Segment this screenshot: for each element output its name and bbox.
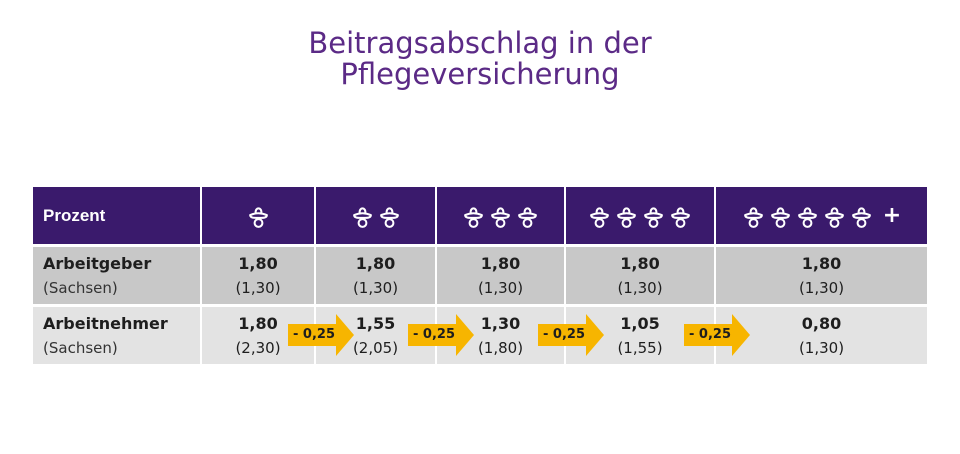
- pacifier-icon: [824, 206, 844, 228]
- rate-value-sachsen: (1,55): [617, 338, 663, 357]
- plus-sign: +: [882, 203, 902, 228]
- row-label: Arbeitgeber: [43, 253, 152, 273]
- pacifier-icon: [518, 206, 537, 228]
- row-sublabel: (Sachsen): [43, 338, 118, 357]
- value-cell: 1,80 (1,30): [314, 244, 436, 306]
- row-label-cell: Arbeitnehmer (Sachsen): [33, 304, 201, 364]
- value-cell: 1,80 (1,30): [200, 244, 315, 306]
- reduction-label: - 0,25: [293, 327, 335, 342]
- pacifier-icon: [352, 206, 372, 228]
- rate-value-sachsen: (1,80): [477, 338, 524, 357]
- header-cell-1-child: [200, 187, 315, 246]
- rate-value: 1,80: [238, 313, 278, 333]
- pacifier-icon: [248, 206, 268, 228]
- rate-value-sachsen: (1,30): [798, 338, 845, 357]
- pacifier-icon: [491, 206, 510, 228]
- header-cell-2-children: [314, 187, 436, 246]
- pacifier-icon: [464, 206, 483, 228]
- rate-value-sachsen: (2,30): [235, 338, 281, 357]
- value-cell: 1,80 (1,30): [714, 244, 927, 306]
- table-header-row: Prozent +: [33, 187, 927, 246]
- rate-value: 1,80: [355, 253, 396, 273]
- table-row-arbeitnehmer: Arbeitnehmer (Sachsen) 1,80 (2,30) 1,55 …: [33, 304, 927, 364]
- header-cell-3-children: [435, 187, 565, 246]
- row-label-cell: Arbeitgeber (Sachsen): [33, 244, 201, 306]
- pacifier-icon: [743, 206, 763, 228]
- row-sublabel: (Sachsen): [43, 278, 118, 297]
- arrow-right-icon: [288, 314, 354, 356]
- children-icons: [437, 203, 564, 229]
- header-cell-5plus-children: +: [714, 187, 927, 246]
- pacifier-icon: [644, 206, 663, 228]
- pacifier-icon: [617, 206, 636, 228]
- pacifier-icon: [797, 206, 817, 228]
- rate-value-sachsen: (1,30): [798, 278, 845, 297]
- arrow-right-icon: [538, 314, 604, 356]
- rate-value: 1,80: [238, 253, 278, 273]
- pacifier-icon: [671, 206, 690, 228]
- rate-value: 1,80: [620, 253, 660, 273]
- pacifier-icon: [379, 206, 399, 228]
- row-label: Arbeitnehmer: [43, 313, 168, 333]
- children-icons: +: [716, 203, 927, 229]
- title-line-1: Beitragsabschlag in der: [308, 26, 652, 60]
- rate-value-sachsen: (1,30): [352, 278, 399, 297]
- rate-value-sachsen: (1,30): [477, 278, 524, 297]
- rate-value: 1,55: [355, 313, 396, 333]
- value-cell: 1,80 (1,30): [435, 244, 565, 306]
- children-icons: [566, 203, 714, 229]
- rate-value-sachsen: (1,30): [235, 278, 281, 297]
- reduction-label: - 0,25: [543, 327, 585, 342]
- reduction-label: - 0,25: [689, 327, 731, 342]
- reduction-label: - 0,25: [413, 327, 455, 342]
- table-row-arbeitgeber: Arbeitgeber (Sachsen) 1,80 (1,30) 1,80 (…: [33, 244, 927, 306]
- arrow-right-icon: [684, 314, 750, 356]
- children-icons: [202, 203, 314, 229]
- children-icons: [316, 203, 435, 229]
- value-cell: 0,80 (1,30): [714, 304, 927, 364]
- pacifier-icon: [590, 206, 609, 228]
- rate-value-sachsen: (1,30): [617, 278, 663, 297]
- header-cell-label: Prozent: [33, 187, 201, 246]
- rate-value: 0,80: [801, 313, 842, 333]
- pacifier-icon: [770, 206, 790, 228]
- page-title: Beitragsabschlag in der Pflegeversicheru…: [0, 28, 960, 90]
- rate-value-sachsen: (2,05): [352, 338, 399, 357]
- rate-value: 1,80: [480, 253, 521, 273]
- rate-value: 1,80: [801, 253, 842, 273]
- rate-value: 1,05: [620, 313, 660, 333]
- contribution-table: Prozent + Arbeitgeber (Sachsen) 1,80 (1,…: [33, 187, 927, 364]
- pacifier-icon: [851, 206, 871, 228]
- header-label: Prozent: [43, 205, 106, 225]
- header-cell-4-children: [564, 187, 715, 246]
- value-cell: 1,80 (1,30): [564, 244, 715, 306]
- arrow-right-icon: [408, 314, 474, 356]
- rate-value: 1,30: [480, 313, 521, 333]
- title-line-2: Pflegeversicherung: [340, 57, 620, 91]
